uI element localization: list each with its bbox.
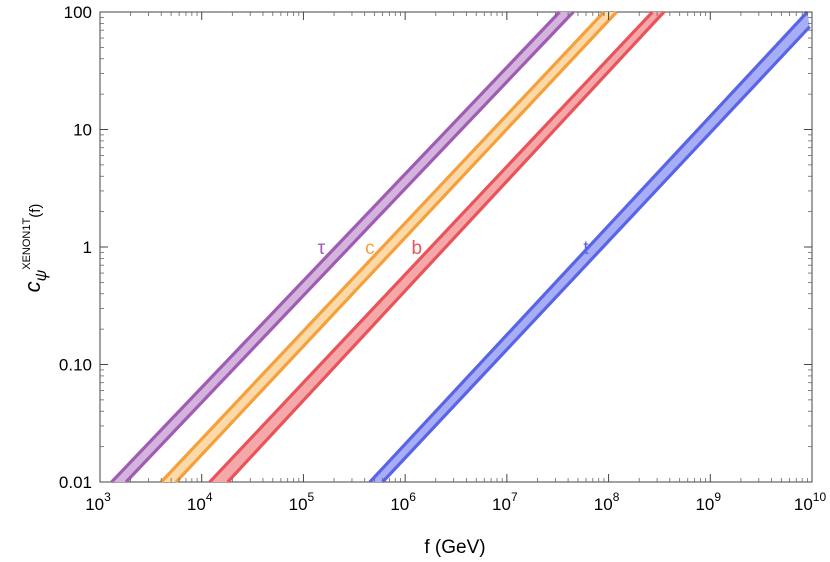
band-edge-upper-b [208, 10, 654, 484]
x-tick-label-exp: 10 [813, 490, 827, 504]
band-edge-upper-c [160, 10, 606, 484]
band-edge-lower-τ [124, 10, 575, 484]
band-label-c: c [365, 238, 375, 259]
x-tick-label-base: 10 [85, 495, 104, 514]
y-tick-label: 100 [64, 3, 92, 22]
band-edge-lower-t [381, 25, 811, 484]
band-t [368, 10, 811, 484]
y-axis-title-sub: ψ [33, 269, 50, 281]
band-edge-upper-t [368, 10, 809, 484]
x-tick-label-exp: 6 [409, 490, 416, 504]
plot-area [99, 11, 813, 483]
x-tick-label-exp: 4 [206, 490, 213, 504]
band-edge-lower-c [174, 10, 618, 484]
x-tick-label-base: 10 [794, 495, 813, 514]
x-tick-label: 104 [187, 490, 213, 514]
x-axis-title: f (GeV) [424, 537, 485, 558]
x-tick-label: 106 [390, 490, 416, 514]
x-tick-label-exp: 3 [104, 490, 111, 504]
band-fill-τ [111, 12, 574, 482]
band-edge-lower-b [226, 10, 666, 484]
x-tick-label: 109 [695, 490, 721, 514]
x-tick-label-exp: 9 [714, 490, 721, 504]
band-fill-b [209, 12, 664, 482]
y-tick-label: 1 [83, 238, 92, 257]
band-b [208, 10, 666, 484]
band-c [160, 10, 618, 484]
band-fill-c [161, 12, 617, 482]
band-label-b: b [411, 238, 422, 259]
x-tick-label-exp: 7 [511, 490, 518, 504]
x-tick-label-base: 10 [695, 495, 714, 514]
x-tick-label: 107 [492, 490, 518, 514]
x-tick-label: 108 [594, 490, 620, 514]
y-axis-title-main: c [20, 281, 45, 292]
x-tick-label-exp: 8 [613, 490, 620, 504]
axis-titles: f (GeV) cψXENON1T(f) [20, 204, 486, 558]
x-tick-label-base: 10 [390, 495, 409, 514]
band-τ [110, 10, 575, 484]
x-tick-label-base: 10 [594, 495, 613, 514]
x-tick-label-base: 10 [289, 495, 308, 514]
x-tick-label: 103 [85, 490, 111, 514]
y-axis-title-arg: (f) [27, 204, 44, 218]
band-label-τ: τ [318, 238, 326, 259]
y-axis-title: cψXENON1T(f) [20, 204, 50, 293]
x-tick-label-exp: 5 [308, 490, 315, 504]
x-tick-label-base: 10 [187, 495, 206, 514]
y-tick-label: 10 [73, 121, 92, 140]
x-tick-label: 1010 [794, 490, 827, 514]
x-tick-label-base: 10 [492, 495, 511, 514]
band-label-t: t [583, 238, 589, 259]
bands [110, 10, 811, 484]
y-tick-label: 0.10 [59, 356, 92, 375]
plot-frame [99, 11, 813, 483]
y-tick-label: 0.01 [59, 473, 92, 492]
y-axis-title-sup: XENON1T [21, 218, 33, 270]
x-tick-label: 105 [289, 490, 315, 514]
band-edge-upper-τ [110, 10, 561, 484]
